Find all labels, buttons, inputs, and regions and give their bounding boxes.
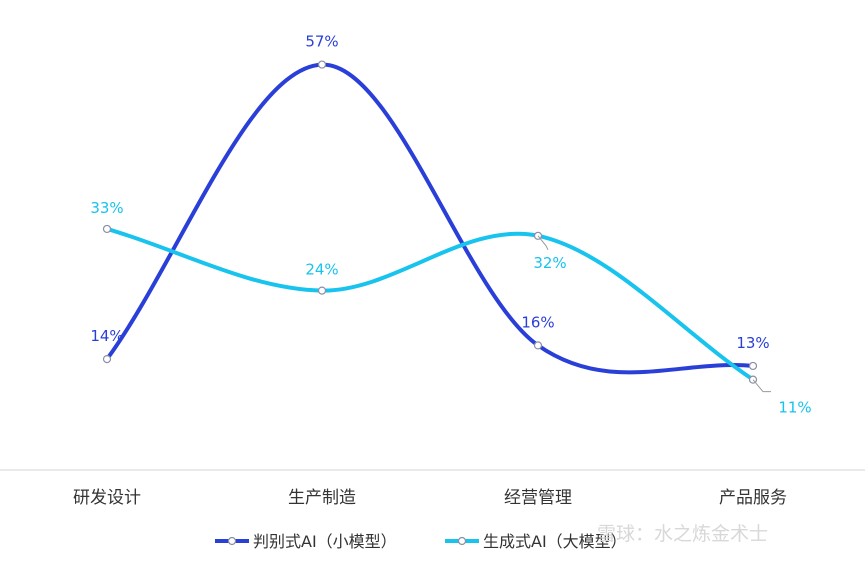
legend-label-1: 判别式AI（小模型）: [253, 532, 397, 551]
x-tick-label-4: 产品服务: [719, 488, 787, 508]
data-points: [102, 60, 758, 384]
x-tick-label-3: 经营管理: [504, 488, 572, 508]
data-labels: 14% 57% 16% 13% 33% 24% 32% 11%: [90, 33, 811, 417]
x-axis-ticks: 研发设计 生产制造 经营管理 产品服务: [73, 488, 787, 508]
data-point-s1-1: [102, 355, 112, 364]
data-label-s1-1: 14%: [90, 327, 123, 345]
series-line-1: [105, 62, 755, 375]
data-label-s2-2: 24%: [305, 261, 338, 279]
x-tick-label-1: 研发设计: [73, 488, 141, 508]
watermark: 雪球：水之炼金术士: [597, 523, 768, 545]
data-label-s2-1: 33%: [90, 199, 123, 217]
legend: 判别式AI（小模型） 生成式AI（大模型）: [215, 532, 627, 551]
data-label-s2-4: 11%: [778, 399, 811, 417]
data-point-s2-1: [102, 224, 112, 234]
data-label-s1-4: 13%: [736, 334, 769, 352]
legend-label-2: 生成式AI（大模型）: [483, 532, 627, 551]
series-line-2: [105, 226, 755, 382]
data-point-s1-2: [317, 60, 327, 69]
data-point-s1-4: [748, 361, 758, 371]
legend-marker-1: [227, 536, 237, 546]
data-label-s1-3: 16%: [521, 313, 554, 331]
series-lines: [105, 62, 755, 382]
legend-marker-2: [457, 536, 467, 546]
label-leader-s2-3: [537, 235, 549, 251]
data-point-s2-2: [317, 286, 327, 295]
data-label-s2-3: 32%: [533, 254, 566, 272]
watermark-text: 雪球：水之炼金术士: [597, 523, 768, 545]
x-tick-label-2: 生产制造: [288, 488, 356, 508]
label-leader-s2-4: [752, 379, 771, 393]
data-point-s1-3: [533, 341, 543, 350]
data-label-s1-2: 57%: [305, 33, 338, 51]
